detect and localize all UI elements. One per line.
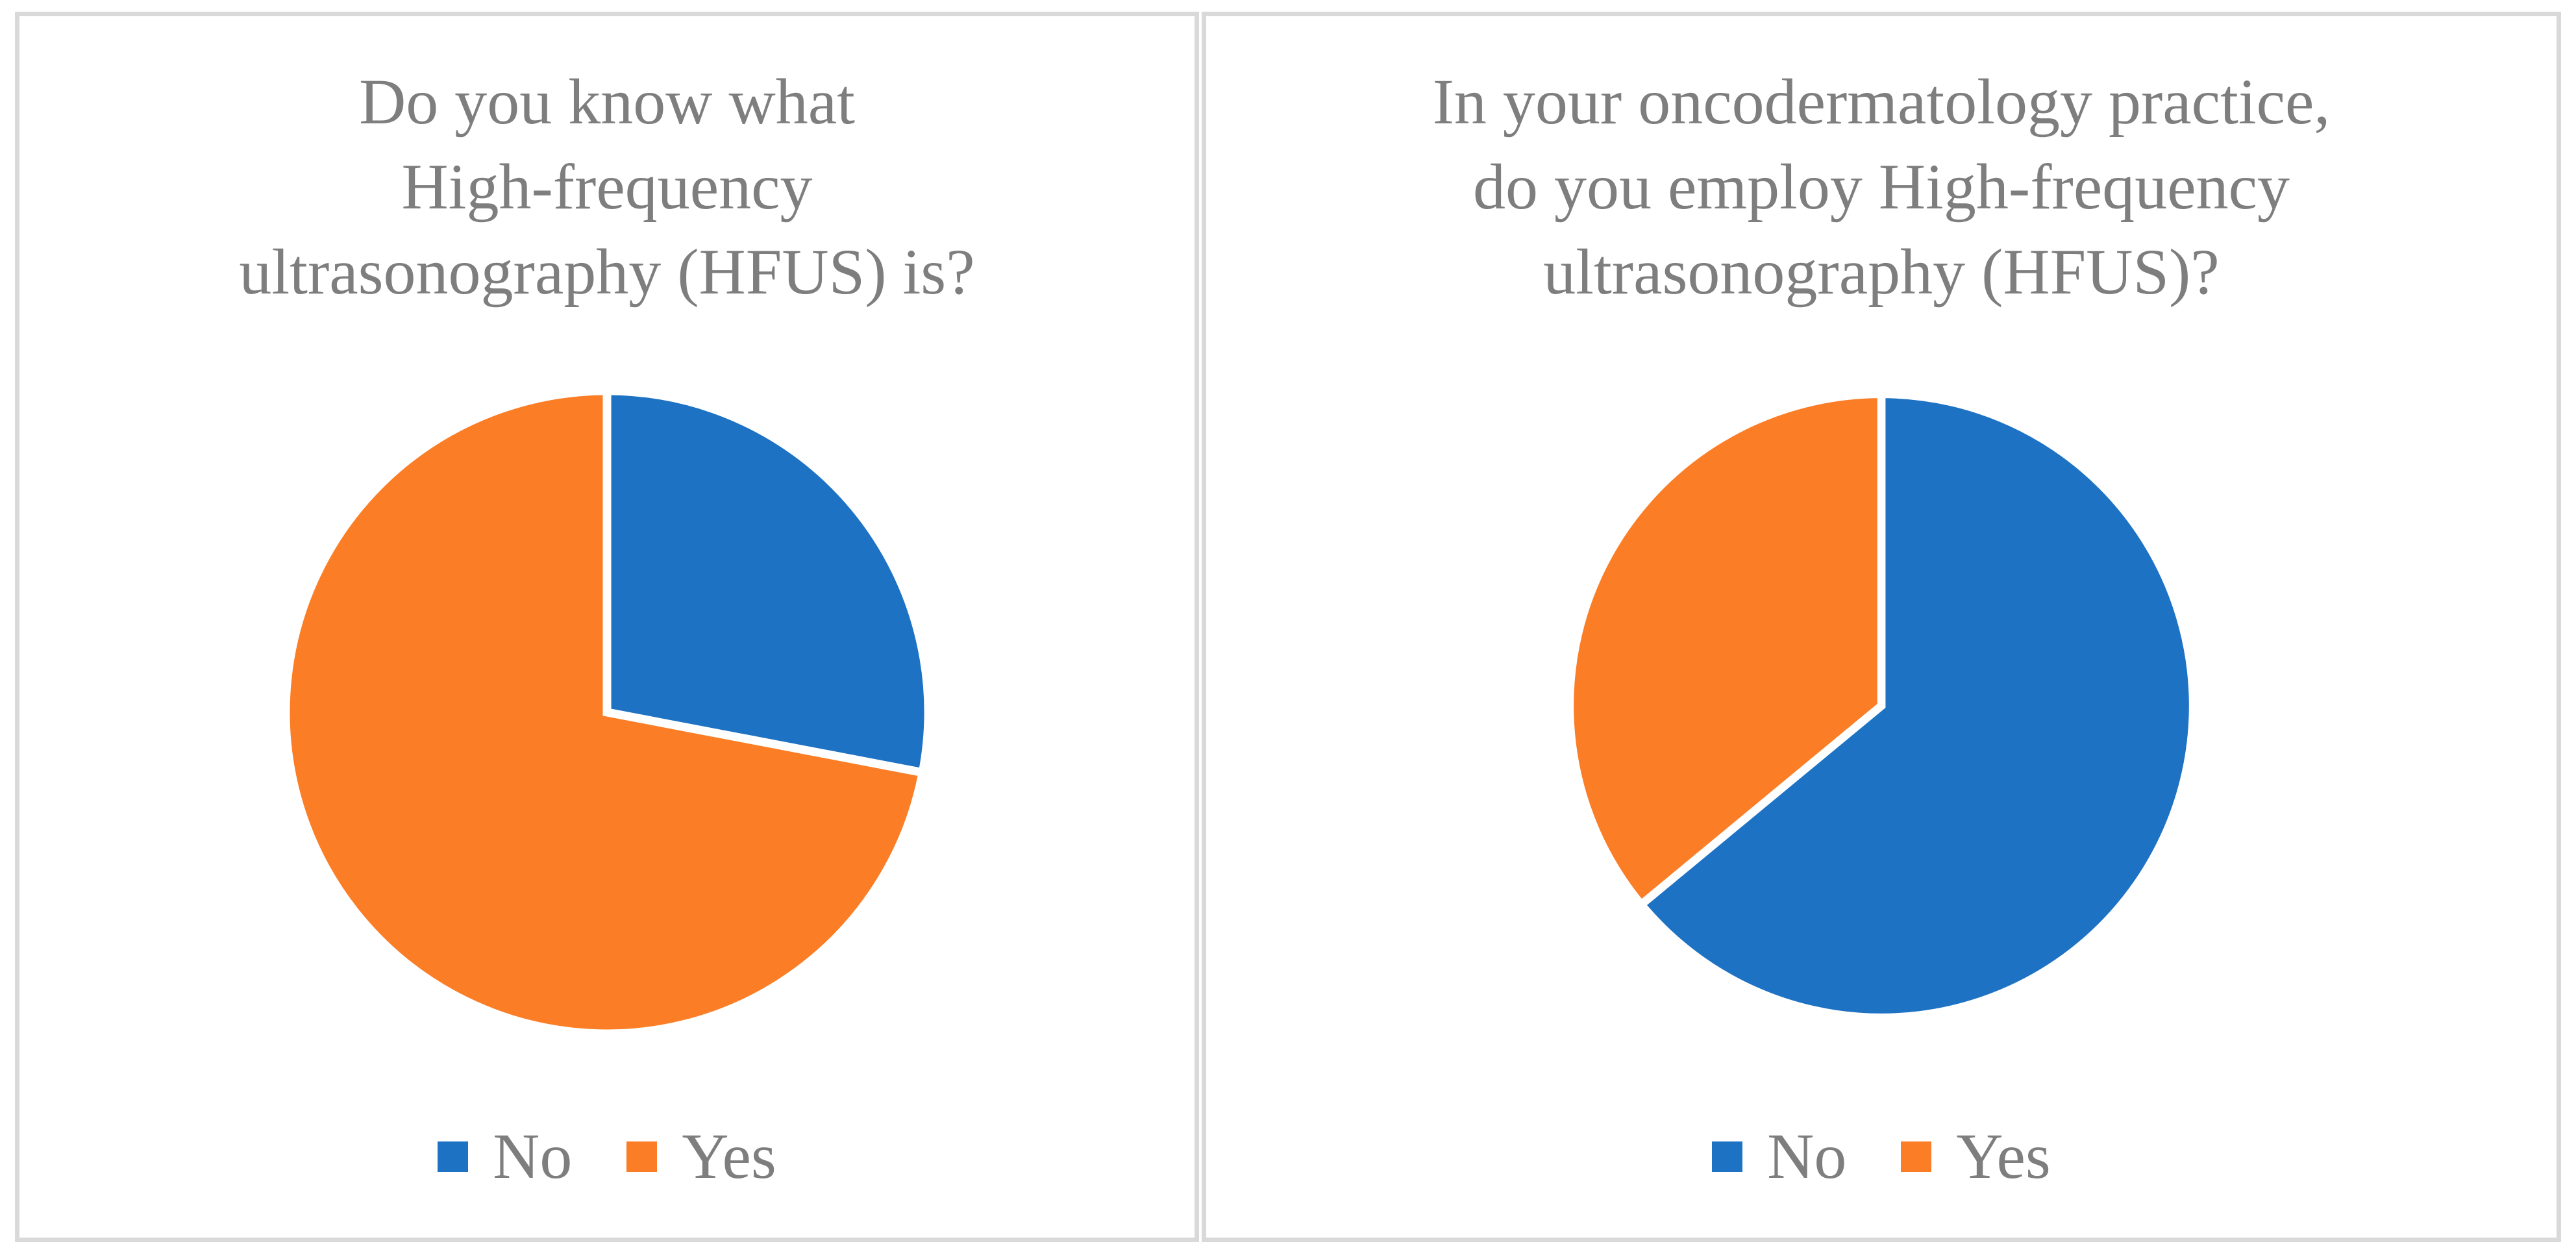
pie-slice-yes	[1566, 390, 1886, 910]
pie-chart-hfus-usage	[1566, 390, 2197, 1021]
legend-right: No Yes	[1712, 1121, 2051, 1192]
legend-item-no: No	[1712, 1121, 1846, 1192]
legend-label-yes: Yes	[1956, 1120, 2051, 1192]
legend-item-yes: Yes	[1901, 1121, 2051, 1192]
chart-title-right-line3: ultrasonography (HFUS)?	[1543, 236, 2220, 308]
legend-label-no: No	[1767, 1120, 1847, 1192]
pie-chart-hfus-knowledge	[282, 387, 932, 1038]
chart-title-left-line3: ultrasonography (HFUS) is?	[239, 236, 975, 308]
pie-slice-yes	[282, 387, 928, 1038]
pie-slice-no	[1635, 390, 2197, 1021]
pie-slice-no	[602, 387, 932, 778]
chart-title-left-line1: Do you know what	[359, 66, 855, 138]
chart-title-right: In your oncodermatology practice, do you…	[1433, 59, 2331, 314]
legend-label-no: No	[493, 1120, 573, 1192]
legend-label-yes: Yes	[682, 1120, 776, 1192]
panel-hfus-knowledge: Do you know what High-frequency ultrason…	[15, 12, 1199, 1242]
legend-swatch-no	[1712, 1141, 1743, 1172]
pie-area-left	[282, 387, 932, 1038]
legend-swatch-yes	[626, 1141, 658, 1172]
chart-title-left-line2: High-frequency	[401, 151, 813, 223]
chart-title-left: Do you know what High-frequency ultrason…	[239, 59, 974, 314]
panel-hfus-usage: In your oncodermatology practice, do you…	[1202, 12, 2561, 1242]
legend-swatch-no	[438, 1141, 469, 1172]
chart-title-right-line1: In your oncodermatology practice,	[1432, 66, 2331, 138]
legend-item-yes: Yes	[626, 1121, 776, 1192]
chart-title-right-line2: do you employ High-frequency	[1472, 151, 2290, 223]
legend-left: No Yes	[438, 1121, 776, 1192]
legend-swatch-yes	[1901, 1141, 1932, 1172]
legend-item-no: No	[438, 1121, 572, 1192]
pie-area-right	[1566, 390, 2197, 1021]
